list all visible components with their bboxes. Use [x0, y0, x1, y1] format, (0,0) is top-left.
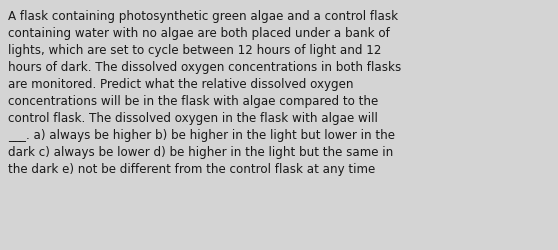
Text: A flask containing photosynthetic green algae and a control flask
containing wat: A flask containing photosynthetic green …	[8, 10, 401, 175]
